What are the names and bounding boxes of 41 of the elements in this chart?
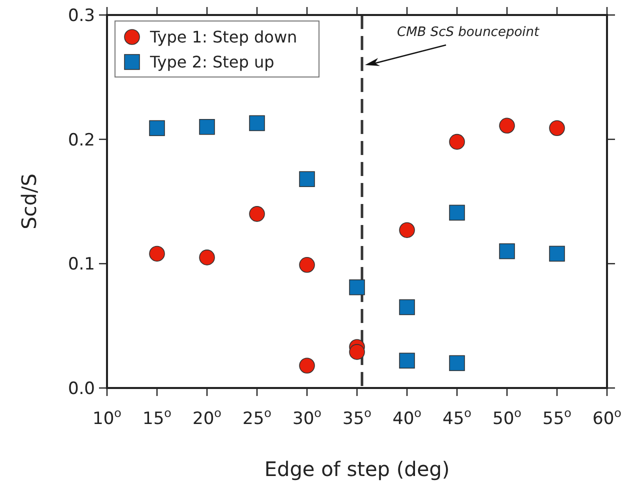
- point: [549, 246, 565, 262]
- x-tick-label: 25$^{o}$: [242, 406, 272, 429]
- y-tick-label: 0.2: [68, 130, 95, 150]
- x-tick-label: 40$^{o}$: [392, 406, 422, 429]
- point: [449, 204, 465, 221]
- point: [299, 358, 315, 374]
- point: [249, 115, 265, 132]
- point: [199, 119, 215, 135]
- x-tick-label: 10$^{o}$: [92, 406, 122, 429]
- point: [399, 352, 415, 369]
- y-tick-label: 0.0: [68, 378, 95, 399]
- point: [499, 118, 515, 134]
- x-tick-label: 45$^{o}$: [442, 406, 472, 429]
- point: [399, 222, 415, 238]
- point: [399, 299, 415, 316]
- x-tick-label: 55$^{o}$: [542, 406, 572, 429]
- legend-label: Type 1: Step down: [149, 28, 298, 47]
- point: [549, 120, 565, 136]
- x-tick-label: 35$^{o}$: [342, 406, 372, 429]
- x-tick-label: 15$^{o}$: [142, 406, 172, 429]
- legend-label: Type 2: Step up: [149, 52, 274, 72]
- point: [149, 120, 165, 136]
- x-axis-title: Edge of step (deg): [264, 457, 450, 481]
- point: [149, 246, 165, 262]
- y-tick-label: 0.3: [68, 6, 95, 26]
- point: [249, 206, 265, 222]
- point: [499, 243, 515, 260]
- x-tick-label: 50$^{o}$: [492, 406, 522, 429]
- point: [199, 250, 215, 266]
- x-tick-label: 20$^{o}$: [192, 406, 222, 429]
- point: [449, 355, 465, 372]
- x-tick-label: 30$^{o}$: [292, 406, 322, 429]
- x-tick-label: 60$^{o}$: [592, 406, 622, 429]
- point: [449, 134, 465, 150]
- ref-line-label: CMB ScS bouncepoint: [397, 25, 540, 40]
- point: [299, 257, 315, 273]
- point: [299, 171, 315, 188]
- y-tick-label: 0.1: [68, 254, 95, 275]
- point: [349, 279, 365, 296]
- point: [349, 344, 365, 360]
- y-axis-title: Scd/S: [17, 174, 41, 230]
